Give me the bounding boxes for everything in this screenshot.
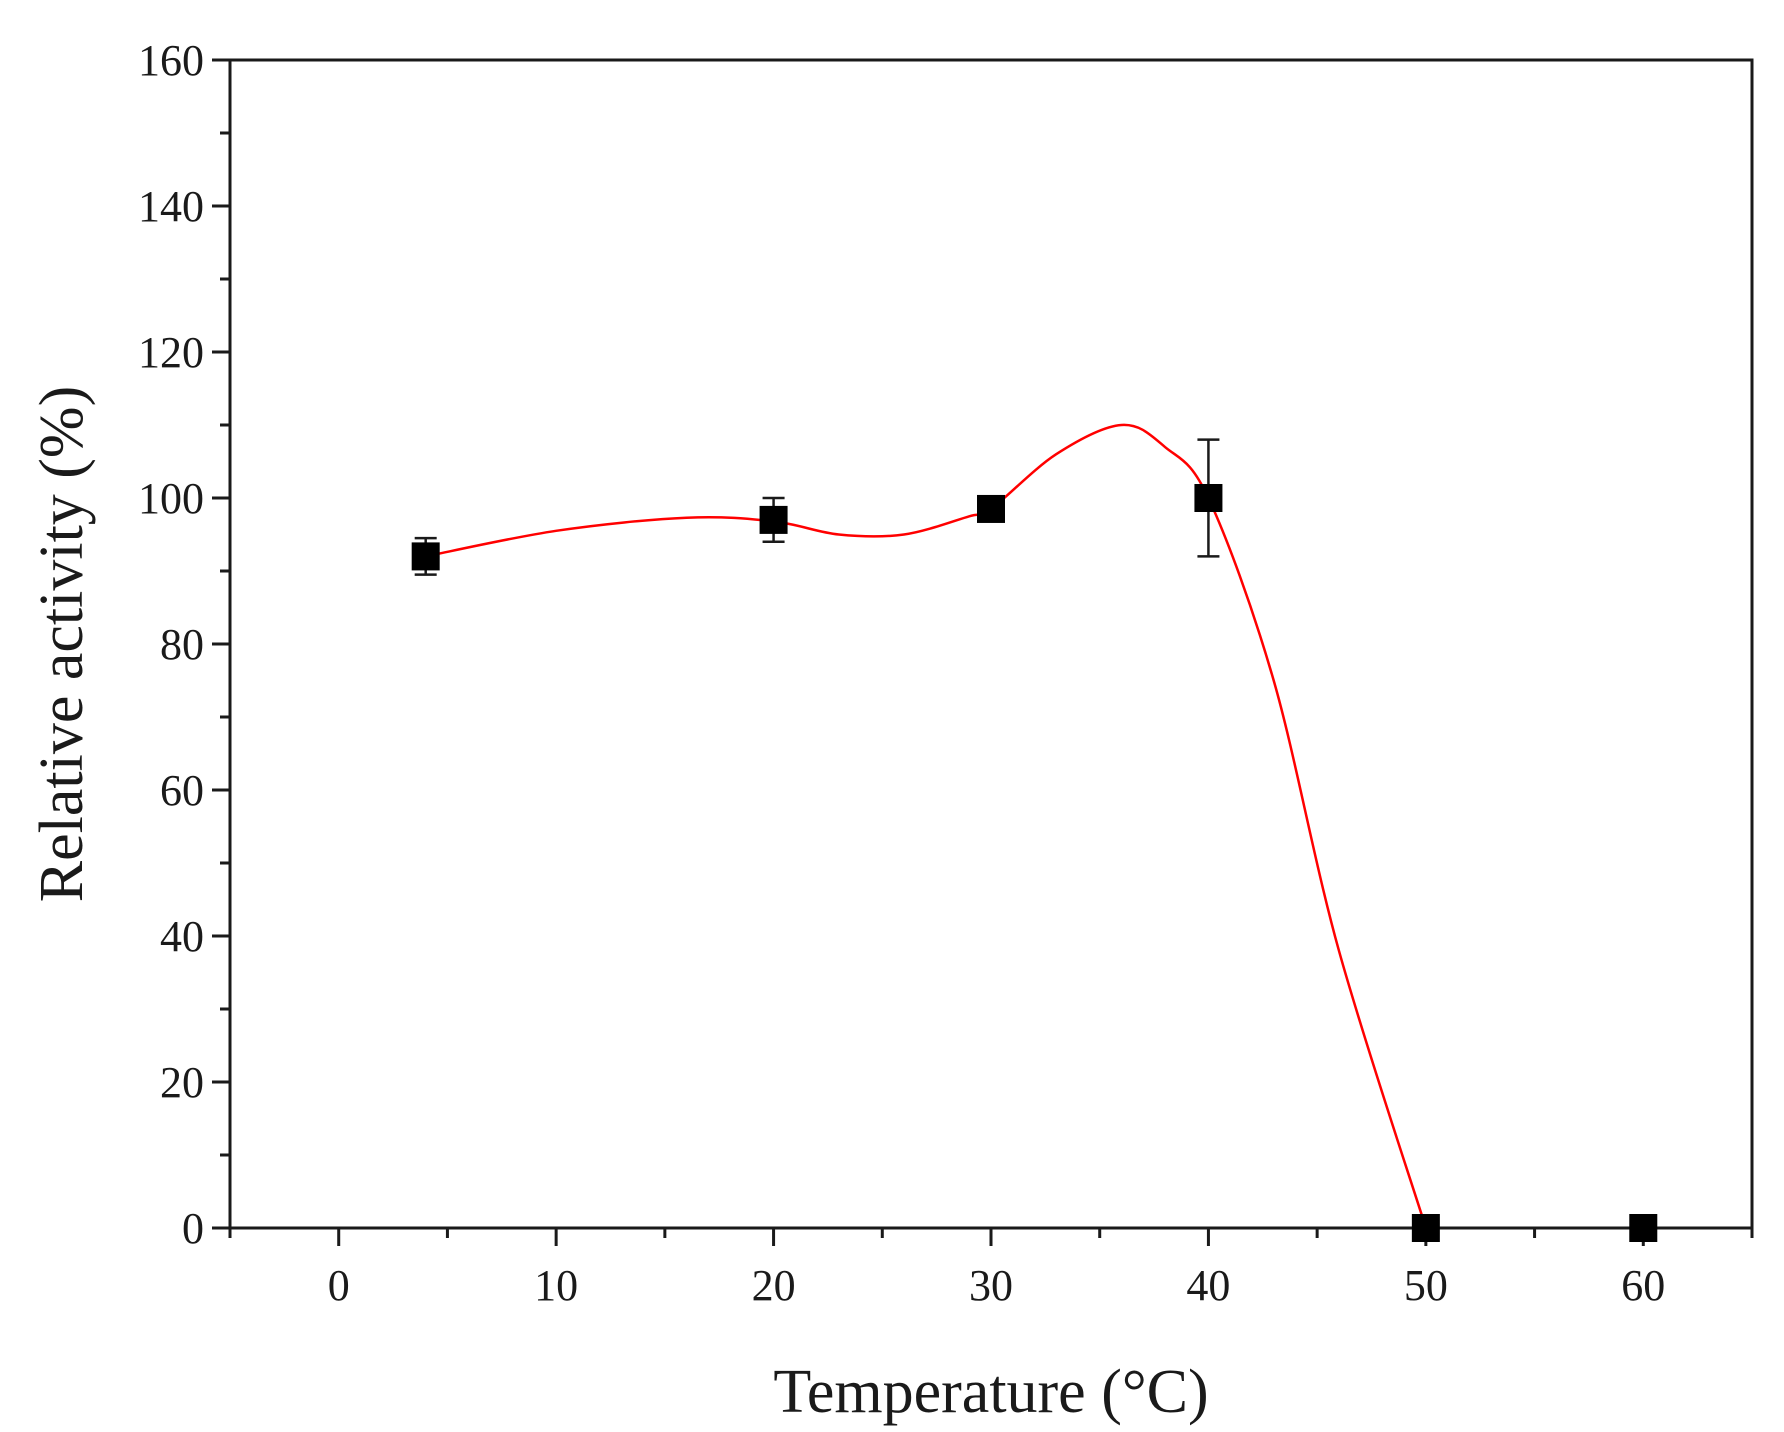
data-point xyxy=(1194,484,1223,512)
error-bars xyxy=(414,438,1220,576)
x-tick-label: 40 xyxy=(1186,1261,1230,1310)
data-point xyxy=(977,494,1005,523)
y-tick-label: 20 xyxy=(160,1058,204,1107)
data-point xyxy=(411,542,440,571)
x-tick-label: 30 xyxy=(969,1261,1013,1310)
data-point xyxy=(1629,1214,1658,1242)
y-axis-title: Relative activity (%) xyxy=(28,386,96,902)
data-point xyxy=(759,505,788,534)
fit-curve xyxy=(425,423,1428,1229)
y-tick-label: 100 xyxy=(138,474,204,523)
x-tick-label: 0 xyxy=(328,1261,350,1310)
y-tick-label: 140 xyxy=(138,182,204,231)
plot-frame xyxy=(228,58,1754,1230)
data-point xyxy=(1411,1214,1440,1242)
x-axis: 0 10 20 30 40 50 60 xyxy=(228,1228,1754,1310)
y-tick-label: 40 xyxy=(160,912,204,961)
y-axis: 0 20 40 60 80 100 120 140 160 xyxy=(138,36,230,1253)
y-tick-label: 0 xyxy=(182,1204,204,1253)
y-tick-label: 160 xyxy=(138,36,204,85)
y-tick-label: 120 xyxy=(138,328,204,377)
x-tick-label: 50 xyxy=(1404,1261,1448,1310)
y-tick-label: 60 xyxy=(160,766,204,815)
x-tick-label: 10 xyxy=(534,1261,578,1310)
y-tick-label: 80 xyxy=(160,620,204,669)
x-axis-title: Temperature (°C) xyxy=(773,1358,1208,1426)
data-markers xyxy=(411,484,1658,1242)
x-tick-label: 60 xyxy=(1621,1261,1665,1310)
x-tick-label: 20 xyxy=(752,1261,796,1310)
